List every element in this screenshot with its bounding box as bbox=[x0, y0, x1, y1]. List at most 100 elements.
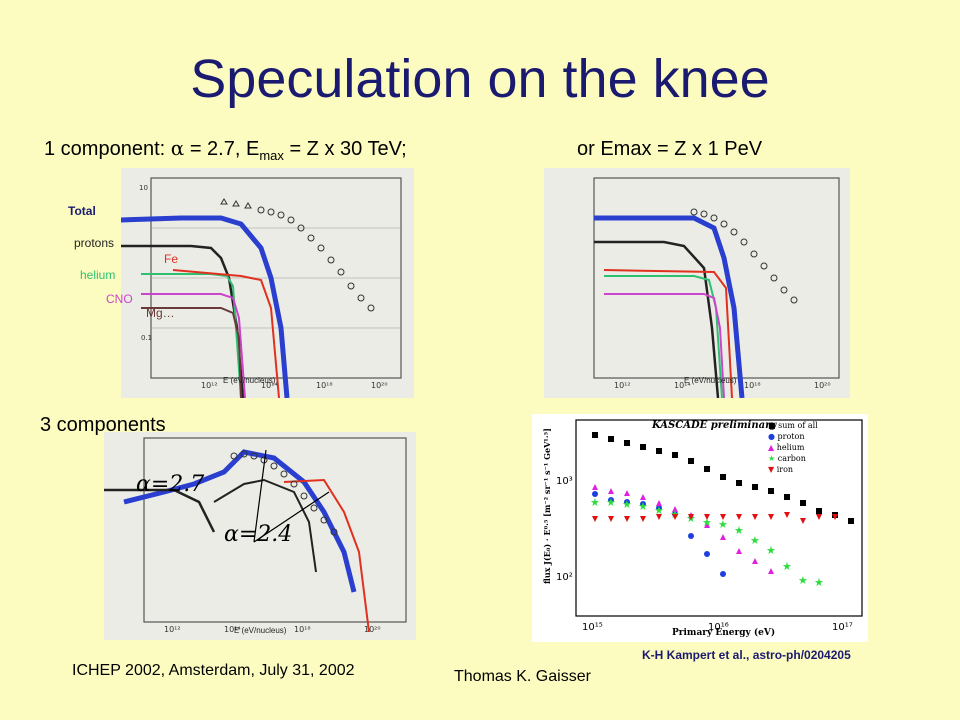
one-component-plot: 10 0.1 10¹² 10¹⁴ 10¹⁸ 10²⁰ E (eV/nucleus) bbox=[121, 168, 414, 398]
measurement-points bbox=[220, 198, 375, 312]
kascade-header: KASCADE preliminary bbox=[652, 420, 777, 431]
slide-title: Speculation on the knee bbox=[190, 49, 770, 109]
caption-mid: = 2.7, E bbox=[184, 138, 260, 160]
svg-text:10²⁰: 10²⁰ bbox=[364, 625, 381, 634]
ytick-1e3: 10³ bbox=[556, 476, 573, 487]
legend-proton-text: proton bbox=[777, 432, 805, 441]
xtick-1e15: 10¹⁵ bbox=[582, 622, 603, 633]
legend-carbon-text: carbon bbox=[777, 454, 806, 463]
xtick-labels-2: 10¹² 10¹⁴ 10¹⁸ 10²⁰ bbox=[614, 381, 831, 390]
xtick-1e17: 10¹⁷ bbox=[832, 622, 853, 633]
svg-text:★: ★ bbox=[766, 544, 776, 557]
svg-text:★: ★ bbox=[718, 518, 728, 531]
svg-text:10¹⁴: 10¹⁴ bbox=[224, 625, 241, 634]
svg-text:10¹²: 10¹² bbox=[201, 381, 218, 390]
legend-sum-text: sum of all bbox=[778, 421, 818, 430]
svg-text:★: ★ bbox=[654, 504, 664, 517]
ytick-labels: 100.1 bbox=[139, 184, 152, 342]
arrow-alpha24 bbox=[253, 449, 267, 543]
legend-proton: ● proton bbox=[768, 432, 805, 441]
svg-text:10¹²: 10¹² bbox=[614, 381, 631, 390]
one-component-caption: 1 component: α = 2.7, Emax = Z x 30 TeV; bbox=[44, 136, 407, 163]
legend-iron-text: iron bbox=[776, 465, 794, 474]
kascade-ylabel: flux J(E₀) · E⁰·⁵ [m⁻² sr⁻¹ s⁻¹ GeV¹·⁵] bbox=[542, 428, 552, 584]
total-curve-3 bbox=[123, 449, 357, 593]
alpha-symbol: α bbox=[170, 136, 185, 160]
alternate-emax-caption: or Emax = Z x 1 PeV bbox=[577, 138, 763, 160]
kascade-legend: ■ sum of all ● proton ▲ helium ★ carbon … bbox=[768, 420, 818, 475]
svg-text:★: ★ bbox=[606, 496, 616, 509]
svg-text:★: ★ bbox=[622, 498, 632, 511]
x-axis-label: E (eV/nucleus) bbox=[223, 376, 276, 385]
svg-text:10¹⁴: 10¹⁴ bbox=[674, 381, 691, 390]
svg-text:10¹⁸: 10¹⁸ bbox=[316, 381, 333, 390]
legend-iron: ▼ iron bbox=[768, 465, 794, 474]
label-fe: Fe bbox=[164, 252, 179, 266]
mg-curve bbox=[141, 307, 242, 398]
helium-curve-2 bbox=[604, 275, 723, 398]
helium-points bbox=[592, 484, 774, 574]
component2-curve bbox=[213, 478, 317, 573]
legend-carbon: ★ carbon bbox=[768, 454, 806, 463]
label-mg: Mg… bbox=[146, 306, 175, 320]
svg-text:10: 10 bbox=[139, 184, 148, 192]
svg-text:★: ★ bbox=[798, 574, 808, 587]
fe-curve bbox=[172, 269, 280, 398]
arrow-alpha27 bbox=[253, 491, 330, 543]
kascade-xlabel: Primary Energy (eV) bbox=[672, 628, 776, 638]
plot-frame-2: 10¹² 10¹⁴ 10¹⁸ 10²⁰ bbox=[593, 177, 840, 398]
alpha-27-label: α=2.7 bbox=[136, 472, 205, 497]
kascade-ticks: 10¹⁵ 10¹⁶ 10¹⁷ 10³ 10² bbox=[556, 476, 853, 633]
component1-curve bbox=[104, 488, 216, 533]
one-component-pev-plot: 10¹² 10¹⁴ 10¹⁸ 10²⁰ E (eV/nucleus) bbox=[544, 168, 850, 398]
svg-text:★: ★ bbox=[590, 496, 600, 509]
protons-curve-2 bbox=[594, 240, 720, 398]
label-protons: protons bbox=[74, 236, 115, 250]
svg-text:10¹⁴: 10¹⁴ bbox=[261, 381, 278, 390]
svg-text:10¹²: 10¹² bbox=[164, 625, 181, 634]
footer-author: Thomas K. Gaisser bbox=[454, 668, 591, 685]
svg-text:0.1: 0.1 bbox=[141, 334, 152, 342]
component3-curve bbox=[283, 478, 370, 633]
svg-text:★: ★ bbox=[734, 524, 744, 537]
xtick-labels-3: 10¹² 10¹⁴ 10¹⁸ 10²⁰ bbox=[164, 625, 381, 634]
emax-subscript: max bbox=[259, 148, 284, 163]
kascade-plot: ★★★★ ★★★★ ★★★★ ★★★ 10¹⁵ 10¹⁶ 10¹⁷ 10³ 10… bbox=[532, 414, 868, 642]
carbon-points: ★★★★ ★★★★ ★★★★ ★★★ bbox=[590, 496, 824, 589]
x-axis-label-2: E (eV/nucleus) bbox=[684, 376, 737, 385]
svg-text:★: ★ bbox=[814, 576, 824, 589]
legend-helium-text: helium bbox=[776, 443, 805, 452]
three-components-caption: 3 components bbox=[40, 414, 166, 436]
label-cno: CNO bbox=[106, 292, 133, 306]
cno-curve bbox=[141, 293, 246, 398]
svg-text:10¹⁸: 10¹⁸ bbox=[294, 625, 311, 634]
x-axis-label-3: E (eV/nucleus) bbox=[234, 626, 287, 635]
citation: K-H Kampert et al., astro-ph/0204205 bbox=[642, 648, 851, 662]
iron-points bbox=[592, 512, 838, 524]
svg-text:10²⁰: 10²⁰ bbox=[814, 381, 831, 390]
cno-curve-2 bbox=[604, 293, 725, 398]
svg-text:★: ★ bbox=[750, 534, 760, 547]
measurement-points-2 bbox=[690, 208, 798, 304]
sum-of-all-points bbox=[592, 432, 854, 524]
three-component-plot: 10¹² 10¹⁴ 10¹⁸ 10²⁰ E (eV/nucleus) α=2.7 α=… bbox=[104, 432, 416, 640]
fe-curve-2 bbox=[603, 269, 733, 398]
svg-text:★: ★ bbox=[782, 560, 792, 573]
plot-frame: 100.1 10¹² 10¹⁴ 10¹⁸ 10²⁰ bbox=[121, 177, 402, 398]
proton-points bbox=[592, 491, 726, 577]
legend-sum: ■ sum of all bbox=[768, 421, 818, 430]
svg-text:★: ★ bbox=[638, 500, 648, 513]
caption-suffix: = Z x 30 TeV; bbox=[283, 138, 407, 160]
total-curve-2 bbox=[594, 215, 745, 398]
svg-text:10²⁰: 10²⁰ bbox=[371, 381, 388, 390]
label-total: Total bbox=[68, 204, 96, 218]
ytick-1e2: 10² bbox=[556, 572, 573, 583]
xtick-labels: 10¹² 10¹⁴ 10¹⁸ 10²⁰ bbox=[201, 381, 388, 390]
kascade-frame: ★★★★ ★★★★ ★★★★ ★★★ 10¹⁵ 10¹⁶ 10¹⁷ 10³ 10… bbox=[556, 419, 863, 633]
plot-frame-3: 10¹² 10¹⁴ 10¹⁸ 10²⁰ bbox=[104, 437, 407, 634]
svg-text:10¹⁸: 10¹⁸ bbox=[744, 381, 761, 390]
caption-prefix: 1 component: bbox=[44, 138, 171, 160]
legend-helium: ▲ helium bbox=[768, 443, 805, 452]
footer-venue: ICHEP 2002, Amsterdam, July 31, 2002 bbox=[72, 662, 355, 679]
